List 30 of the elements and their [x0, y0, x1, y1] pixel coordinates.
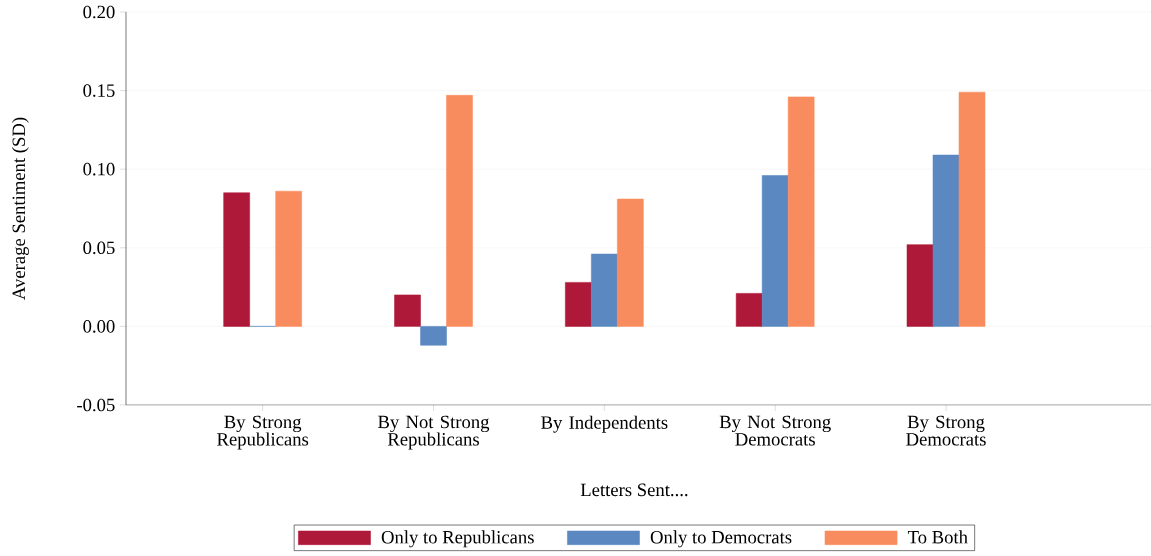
bar	[420, 326, 447, 346]
legend-label: To Both	[907, 530, 968, 544]
x-axis-title: Letters Sent....	[580, 483, 688, 497]
y-tick-label: 0.00	[83, 320, 115, 333]
y-axis-title: Average Sentiment (SD)	[11, 117, 29, 300]
x-tick-label: By Strong Democrats	[906, 415, 986, 446]
bar	[275, 190, 302, 327]
y-tick-label: 0.20	[83, 5, 115, 19]
x-tick-label: By Not Strong Republicans	[378, 415, 490, 450]
bar	[617, 198, 644, 327]
x-tick-label: By Strong Republicans	[217, 415, 309, 450]
legend-label: Only to Republicans	[381, 530, 534, 548]
x-tick-label: By Independents	[541, 415, 668, 433]
y-tick-label: 0.05	[83, 241, 115, 255]
y-tick-label: 0.15	[83, 84, 115, 97]
y-tick-label: -0.05	[77, 398, 115, 412]
bar	[735, 293, 763, 327]
bar	[787, 96, 815, 327]
bar	[906, 244, 934, 327]
bar	[565, 282, 592, 327]
x-tick-label: By Not Strong Democrats	[719, 415, 831, 446]
legend-label: Only to Democrats	[650, 530, 792, 548]
bar	[958, 91, 986, 327]
y-tick-label: 0.10	[83, 162, 115, 176]
bar	[446, 95, 473, 327]
bar	[761, 175, 789, 327]
bar	[932, 154, 960, 327]
bar	[223, 192, 250, 327]
bar	[591, 253, 618, 327]
bar	[394, 294, 421, 327]
